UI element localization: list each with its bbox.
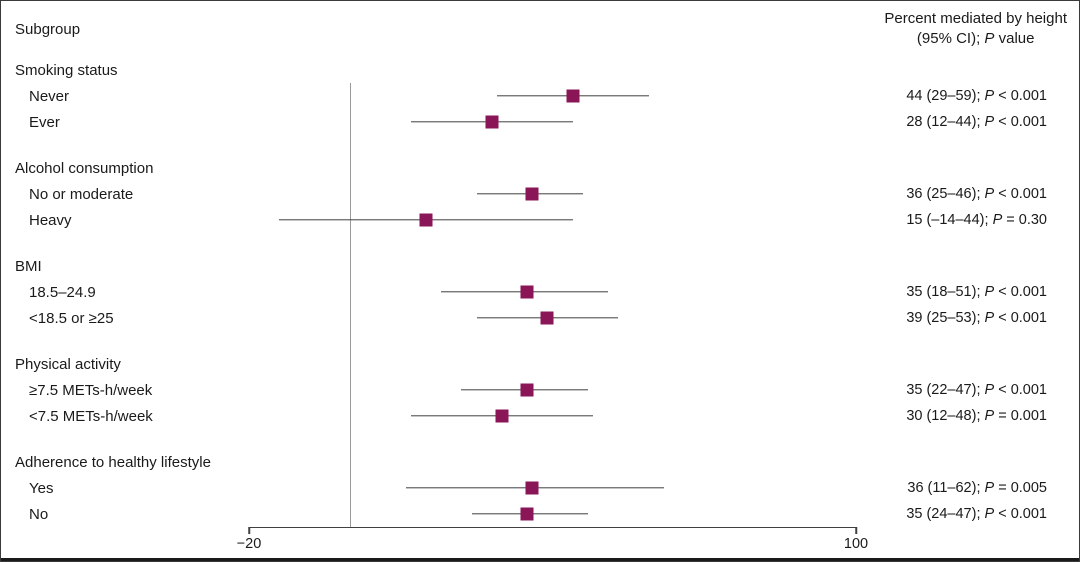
subgroup-header-row: Physical activity [1, 351, 1079, 377]
plot-cell [249, 475, 856, 501]
row-label: Yes [29, 479, 54, 497]
plot-cell [249, 403, 856, 429]
value-text: 30 (12–48); P = 0.001 [906, 408, 1047, 424]
value-header-line2: (95% CI); P value [916, 30, 1035, 47]
subgroup-block: Physical activity ≥7.5 METs-h/week 35 (2… [1, 351, 1079, 429]
x-axis-tick-right [855, 527, 857, 534]
row-label: ≥7.5 METs-h/week [29, 381, 153, 399]
subgroup-header-row: BMI [1, 253, 1079, 279]
plot-cell [249, 109, 856, 135]
subgroup-header-row: Alcohol consumption [1, 155, 1079, 181]
value-text: 35 (24–47); P < 0.001 [906, 506, 1047, 522]
row-label: <18.5 or ≥25 [29, 309, 114, 327]
row-label: No or moderate [29, 185, 134, 203]
estimate-marker [520, 507, 534, 521]
subgroup-block: Smoking status Never 44 (29–59); P < 0.0… [1, 57, 1079, 135]
subgroup-header-row: Smoking status [1, 57, 1079, 83]
estimate-marker [566, 89, 580, 103]
row-label: Heavy [29, 211, 72, 229]
plot-cell [249, 279, 856, 305]
value-text: 35 (22–47); P < 0.001 [906, 382, 1047, 398]
plot-cell [249, 181, 856, 207]
x-axis-tick-label-right: 100 [843, 536, 869, 552]
row-label: Ever [29, 113, 60, 131]
estimate-marker [525, 187, 539, 201]
forest-row: Ever 28 (12–44); P < 0.001 [1, 109, 1079, 135]
value-text: 39 (25–53); P < 0.001 [906, 310, 1047, 326]
plot-cell [249, 83, 856, 109]
forest-row: ≥7.5 METs-h/week 35 (22–47); P < 0.001 [1, 377, 1079, 403]
estimate-marker [495, 409, 509, 423]
subgroup-label: Alcohol consumption [15, 159, 154, 177]
subgroup-label: BMI [15, 257, 42, 275]
value-text: 36 (11–62); P = 0.005 [907, 480, 1047, 496]
value-text: 44 (29–59); P < 0.001 [906, 88, 1047, 104]
subgroup-block: Adherence to healthy lifestyle Yes 36 (1… [1, 449, 1079, 527]
value-text: 36 (25–46); P < 0.001 [906, 186, 1047, 202]
estimate-marker [520, 383, 534, 397]
forest-row: Heavy 15 (–14–44); P = 0.30 [1, 207, 1079, 233]
forest-row: No 35 (24–47); P < 0.001 [1, 501, 1079, 527]
value-text: 35 (18–51); P < 0.001 [906, 284, 1047, 300]
x-axis-tick-left [248, 527, 250, 534]
subgroup-block: Alcohol consumption No or moderate 36 (2… [1, 155, 1079, 233]
plot-cell [249, 501, 856, 527]
subgroup-header-row: Adherence to healthy lifestyle [1, 449, 1079, 475]
forest-row: Never 44 (29–59); P < 0.001 [1, 83, 1079, 109]
estimate-marker [525, 481, 539, 495]
estimate-marker [540, 311, 554, 325]
value-text: 15 (–14–44); P = 0.30 [906, 212, 1047, 228]
x-axis: −20 100 [1, 527, 1079, 561]
row-label: Never [29, 87, 70, 105]
estimate-marker [419, 213, 433, 227]
row-label: No [29, 505, 49, 523]
value-column-header: Percent mediated by height (95% CI); P v… [884, 9, 1079, 49]
x-axis-tick-label-left: −20 [236, 536, 262, 552]
subgroup-label: Physical activity [15, 355, 121, 373]
subgroup-label: Adherence to healthy lifestyle [15, 453, 211, 471]
forest-row: 18.5–24.9 35 (18–51); P < 0.001 [1, 279, 1079, 305]
plot-cell [249, 207, 856, 233]
forest-row: <7.5 METs-h/week 30 (12–48); P = 0.001 [1, 403, 1079, 429]
plot-cell [249, 377, 856, 403]
subgroup-label: Smoking status [15, 61, 118, 79]
plot-section: Smoking status Never 44 (29–59); P < 0.0… [1, 57, 1079, 561]
forest-row: <18.5 or ≥25 39 (25–53); P < 0.001 [1, 305, 1079, 331]
row-label: 18.5–24.9 [29, 283, 96, 301]
x-axis-cell: −20 100 [237, 527, 868, 561]
subgroup-block: BMI 18.5–24.9 35 (18–51); P < 0.001 <18.… [1, 253, 1079, 331]
subgroup-column-header: Subgroup [15, 21, 81, 38]
forest-row: No or moderate 36 (25–46); P < 0.001 [1, 181, 1079, 207]
value-header-line1: Percent mediated by height [884, 10, 1067, 27]
plot-cell [249, 305, 856, 331]
x-axis-line [249, 527, 856, 528]
plot-rows: Smoking status Never 44 (29–59); P < 0.0… [1, 57, 1079, 527]
bottom-rule [1, 558, 1079, 561]
estimate-marker [520, 285, 534, 299]
estimate-marker [485, 115, 499, 129]
forest-row: Yes 36 (11–62); P = 0.005 [1, 475, 1079, 501]
figure-header: Subgroup Percent mediated by height (95%… [1, 1, 1079, 53]
row-label: <7.5 METs-h/week [29, 407, 153, 425]
value-text: 28 (12–44); P < 0.001 [906, 114, 1047, 130]
